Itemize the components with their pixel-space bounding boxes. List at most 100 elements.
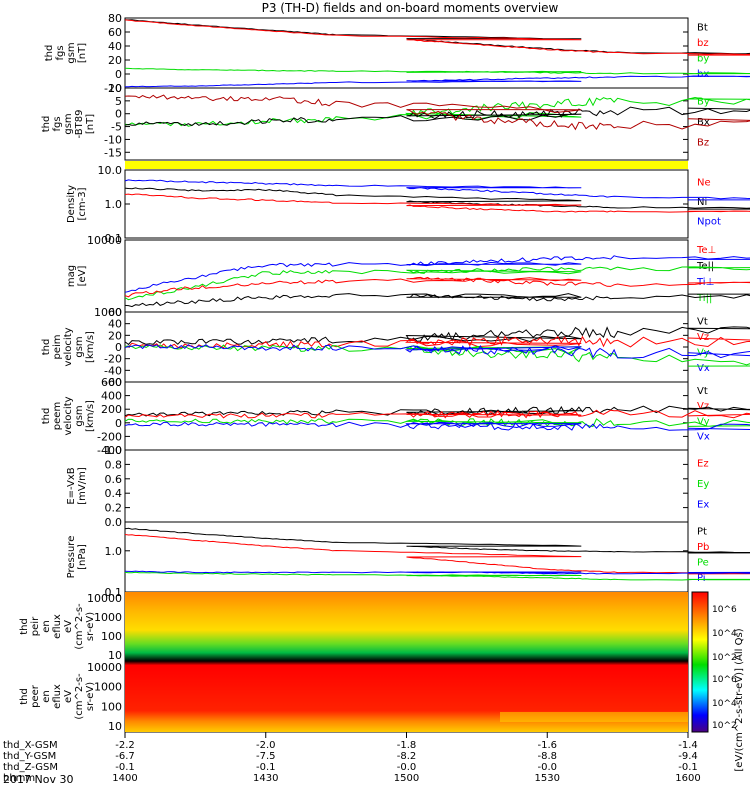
y-tick-label: 40 [108,40,122,53]
legend-entry: Pi [697,573,706,584]
series-line-Bz [124,94,750,131]
series-line-Pe [124,571,750,581]
y-tick-label: 0.6 [105,473,123,486]
y-axis-label: velocity [63,396,74,435]
y-tick-label: 60 [108,26,122,39]
y-tick-label: -400 [97,444,122,457]
panel-frame [124,449,689,523]
series-line-By [124,96,750,127]
colorbar-title: [eV/(cm^2-s-str-eV)] (All Qs) [734,628,745,771]
colorbar-tick: 10^4 [712,629,737,639]
x-row-value: 1500 [394,773,419,784]
y-axis-label: Pressure [66,536,77,579]
y-tick-label: 60 [108,306,122,319]
mode-bar [125,161,688,169]
y-tick-label: 1.0 [105,198,123,211]
y-tick-label: -10 [104,133,122,146]
x-row-value: -6.7 [115,751,135,762]
y-axis-label: thd [41,116,52,133]
y-axis-label: [km/s] [85,331,96,363]
y-axis-label: thd [41,408,52,425]
series-line-Ne [124,193,750,213]
x-row-label: thd_Y-GSM [3,751,56,762]
panel-frame [124,169,689,239]
y-tick-label: -40 [104,364,122,377]
legend-entry: Bt [697,22,708,33]
y-axis-label: gsm [74,336,85,357]
y-tick-label: 100 [101,630,122,643]
legend-entry: Ne [697,178,711,189]
figure-title: P3 (TH-D) fields and on-board moments ov… [262,1,559,15]
legend-entry: Ex [697,500,709,511]
peer-low-energy-band [500,712,688,722]
series-line-Te⊥ [124,276,750,298]
y-axis-label: peer [30,684,41,708]
y-tick-label: 1000 [94,306,122,319]
y-axis-label: gsm [63,113,74,134]
y-tick-label: 0.1 [105,586,123,599]
series-line-Bx [124,106,750,127]
legend-entry: Te⊥ [696,245,716,256]
legend-entry: By [697,96,710,107]
colorbar-tick: 10^4 [712,699,737,709]
y-axis-label: (cm^2-s- [74,673,85,720]
y-tick-label: 1000 [94,681,122,694]
y-tick-label: 10.0 [98,164,123,177]
x-row-label: hhmm [3,773,35,784]
y-axis-label: peir [30,616,41,636]
x-row-value: -1.4 [678,740,698,751]
series-line-Ni [124,187,750,210]
y-axis-label: E=-VxB [66,467,77,504]
series-line-bx [124,75,750,88]
x-axis-rows: thd_X-GSM -2.2 -2.0 -1.8 -1.6 -1.4 thd_Y-GSM -6… [3,732,701,784]
y-axis-label: peem [52,402,63,430]
x-row-value: -2.0 [256,740,276,751]
y-axis-label: velocity [63,327,74,366]
y-tick-label: 0 [115,341,122,354]
legend-entry: Vx [697,431,710,442]
colorbar-tick: 10^6 [712,605,737,615]
legend-entry: Npot [697,216,721,227]
y-axis-label: eV [63,690,74,703]
x-row-value: -2.2 [115,740,135,751]
x-row-value: 1530 [535,773,560,784]
panel-pressure: 1.0 0.1 Pressure [nPa] Pt Pb Pe Pi [66,521,750,599]
x-row-value: -0.1 [678,762,698,773]
y-axis-label: [nT] [77,43,88,63]
legend-entry: Te|| [696,261,714,272]
series-line-Vt [124,326,750,346]
legend-entry: by [697,54,709,65]
legend-entry: Bx [697,117,710,128]
series-line-Ti⊥ [124,255,750,293]
y-axis-label: gsm [74,405,85,426]
legend-entry: Bz [697,138,709,149]
y-axis-label: en [41,620,52,633]
y-tick-label: 0 [115,68,122,81]
y-tick-label: 0.0 [105,516,123,529]
y-tick-label: 1000 [94,611,122,624]
series-line-Ti|| [124,266,750,301]
x-row-label: thd_Z-GSM [3,762,58,773]
y-axis-label: sr-eV) [85,682,96,711]
y-tick-label: -5 [111,121,122,134]
y-tick-label: 10 [108,649,122,662]
y-axis-label: [cm-3] [77,187,88,220]
legend-entry: Vz [697,332,709,343]
y-tick-label: -200 [97,430,122,443]
series-line-Te|| [124,293,750,308]
y-axis-label: sr-eV) [85,612,96,641]
series-line-Vz [124,335,750,349]
colorbar-tick: 10^6 [712,675,737,685]
y-tick-label: 0 [115,417,122,430]
legend-entry: Vz [697,401,709,412]
y-tick-label: 10 [108,720,122,733]
colorbar [691,591,709,733]
x-row-value: -9.4 [678,751,698,762]
y-axis-label: peim [52,334,63,359]
legend-entry: Vt [697,316,708,327]
series-line-Vx [124,344,750,359]
legend-entry: Vx [697,363,710,374]
